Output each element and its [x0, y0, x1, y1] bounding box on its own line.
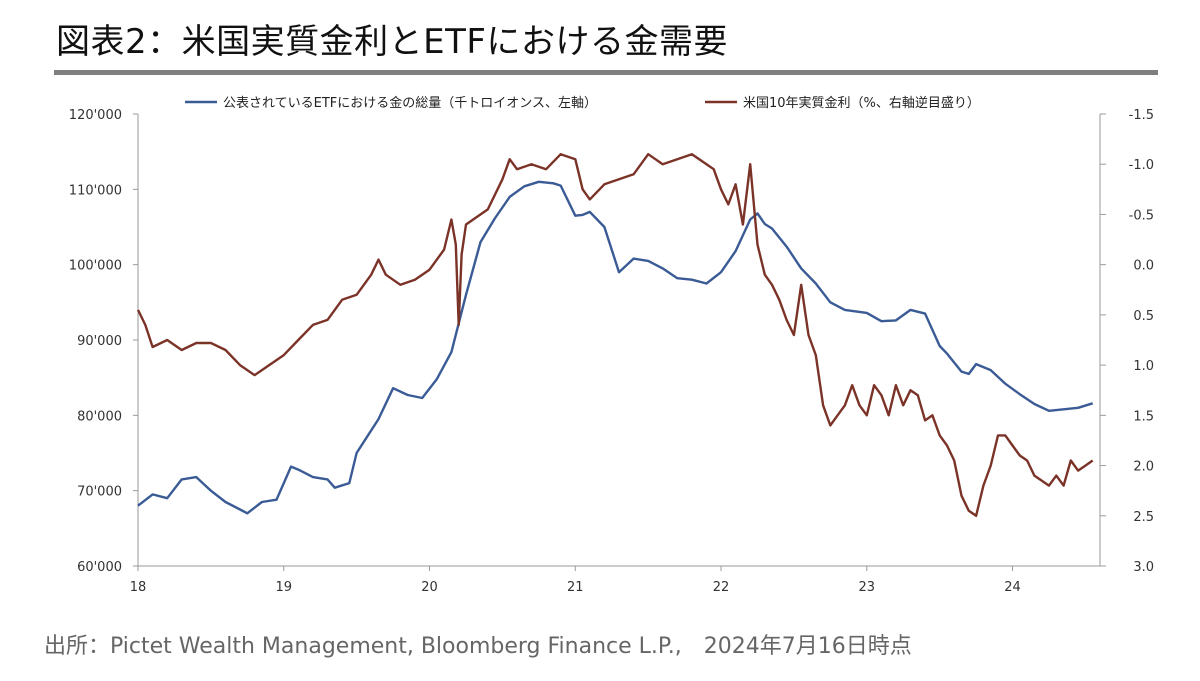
left-tick-label: 100'000: [69, 259, 122, 274]
legend: 公表されているETFにおける金の総量（千トロイオンス、左軸） 米国10年実質金利（…: [185, 95, 980, 111]
right-tick-label: 1.0: [1133, 359, 1154, 374]
left-tick-label: 120'000: [69, 108, 122, 123]
legend-etf-label: 公表されているETFにおける金の総量（千トロイオンス、左軸）: [223, 95, 597, 111]
left-tick-label: 60'000: [77, 560, 122, 575]
left-tick-label: 90'000: [77, 334, 122, 349]
right-axis-ticks: -1.5 -1.0 -0.5 0.0 0.5 1.0 1.5 2.0 2.5 3.0: [1100, 108, 1154, 575]
x-tick-label: 24: [1004, 580, 1021, 595]
right-tick-label: 0.5: [1133, 309, 1154, 324]
x-tick-label: 23: [859, 580, 876, 595]
page-title: 図表2：米国実質金利とETFにおける金需要: [56, 22, 728, 62]
right-tick-label: -1.5: [1129, 108, 1154, 123]
right-tick-label: -1.0: [1129, 158, 1154, 173]
right-tick-label: 2.5: [1133, 510, 1154, 525]
x-tick-label: 20: [421, 580, 438, 595]
right-tick-label: 1.5: [1133, 409, 1154, 424]
source-note: 出所：Pictet Wealth Management, Bloomberg F…: [44, 634, 912, 659]
x-axis-ticks: 18 19 20 21 22 23 24: [130, 566, 1021, 595]
left-tick-label: 80'000: [77, 409, 122, 424]
right-tick-label: 0.0: [1133, 259, 1154, 274]
chart: 120'000 110'000 100'000 90'000 80'000 70'000 6…: [69, 95, 1154, 595]
x-tick-label: 21: [567, 580, 584, 595]
legend-rate-label: 米国10年実質金利（%、右軸逆目盛り）: [743, 95, 980, 111]
left-tick-label: 70'000: [77, 485, 122, 500]
x-tick-label: 18: [130, 580, 147, 595]
series-lines: [136, 152, 1094, 517]
title-rule: [54, 70, 1158, 75]
right-tick-label: -0.5: [1129, 208, 1154, 223]
left-axis-ticks: 120'000 110'000 100'000 90'000 80'000 70'000 6…: [69, 108, 138, 575]
x-tick-label: 19: [275, 580, 292, 595]
left-tick-label: 110'000: [69, 183, 122, 198]
x-tick-label: 22: [713, 580, 730, 595]
axes: [137, 114, 1101, 567]
right-tick-label: 3.0: [1133, 560, 1154, 575]
real-rate-line: [136, 152, 1094, 517]
etf-gold-line: [137, 180, 1094, 515]
right-tick-label: 2.0: [1133, 460, 1154, 475]
